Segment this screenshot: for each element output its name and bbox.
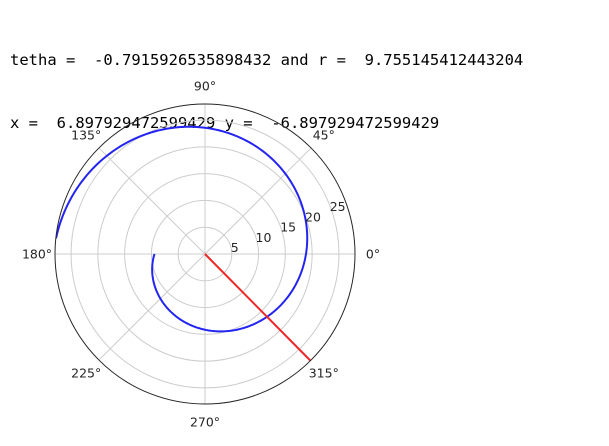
r-tick-label: 5 [231,240,239,255]
polar-frame [54,103,356,405]
theta-tick-label: 45° [313,128,335,143]
r-tick-label: 25 [330,199,346,214]
tick-labels: 0° 45° 90° 135° 180° 225° 270° 315° 5 10 15 20 25 [22,79,380,430]
theta-r-readout: tetha = -0.7915926535898432 and r = 9.75… [10,51,524,69]
theta-tick-label: 270° [190,415,220,430]
theta-ray-line [204,253,312,362]
theta-tick-label: 135° [71,128,101,143]
theta-tick-label: 90° [194,79,216,94]
theta-tick-label: 315° [309,365,339,380]
theta-grid-line-1 [204,147,312,255]
data-layer [55,125,312,362]
r-tick-label: 20 [305,210,321,225]
theta-tick-label: 225° [71,365,101,380]
spiral-series-line [55,125,309,333]
r-tick-label: 10 [256,230,272,245]
theta-tick-label: 180° [22,247,52,262]
theta-tick-label: 0° [366,247,380,262]
theta-grid-line-5 [98,253,206,361]
r-tick-label: 15 [280,220,296,235]
polar-frame-circle [54,103,356,405]
theta-grid-line-3 [98,147,206,255]
